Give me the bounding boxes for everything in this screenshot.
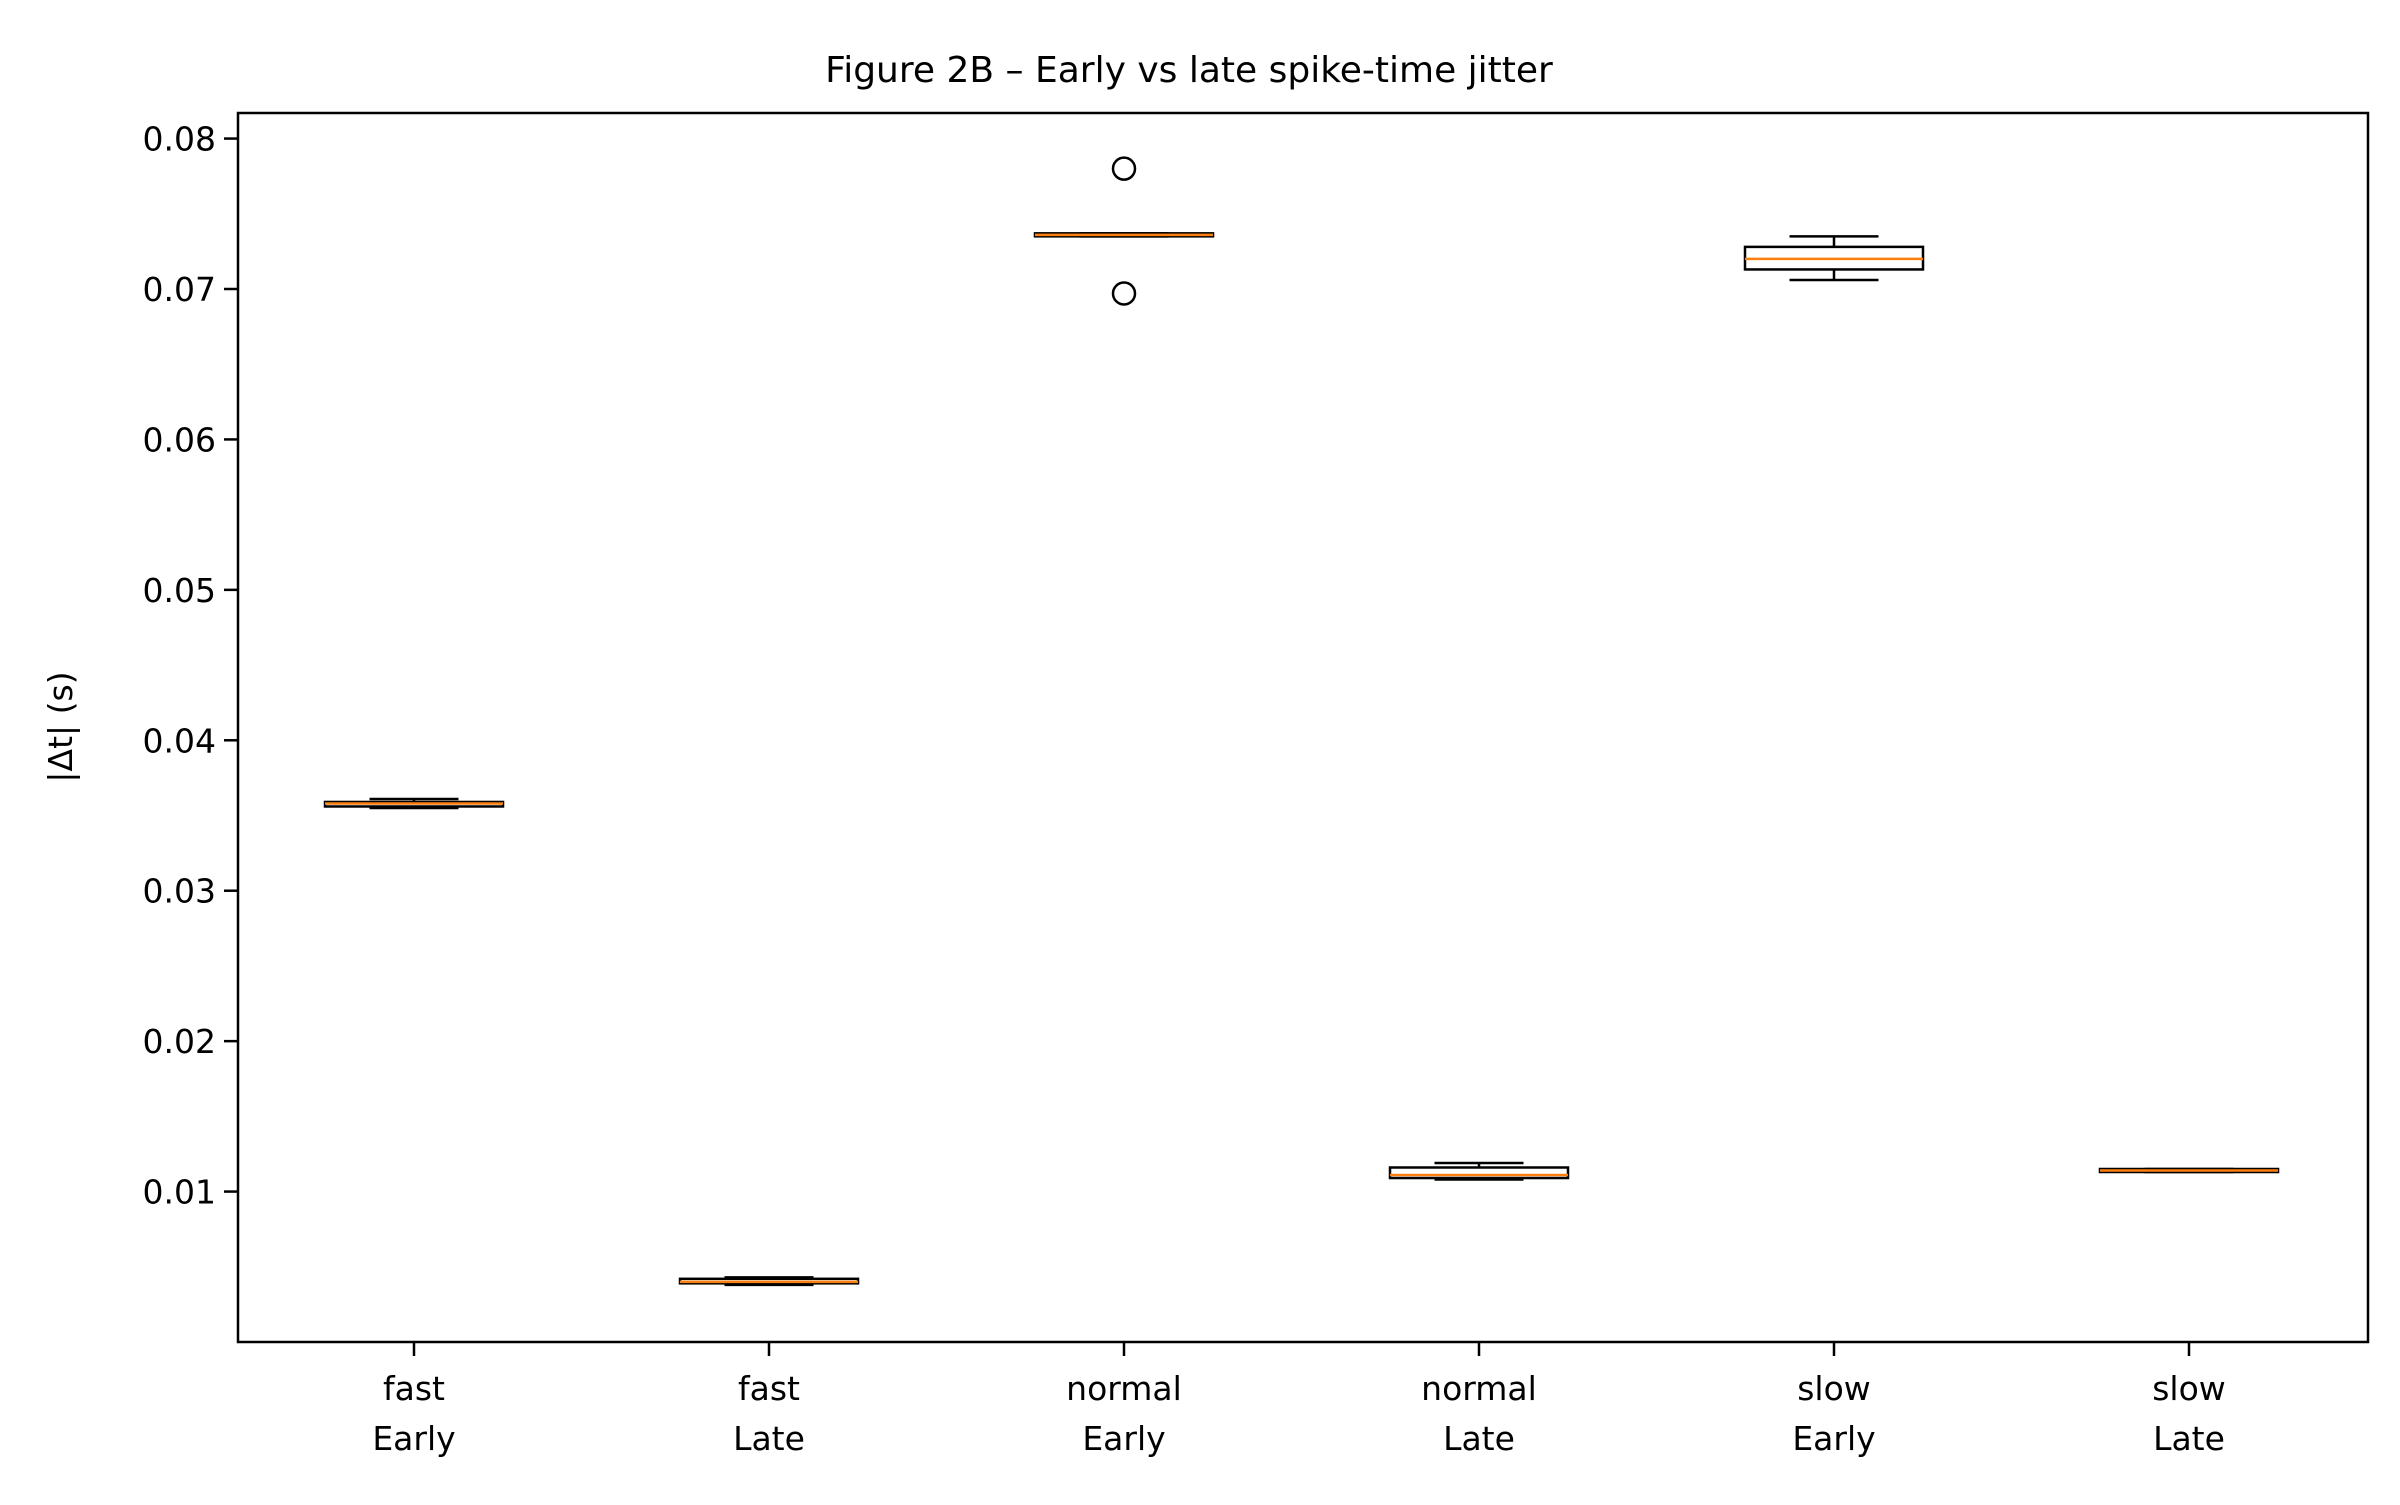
chart-title: Figure 2B – Early vs late spike-time jit… [825,50,1553,91]
y-tick-label: 0.04 [143,721,216,760]
x-tick-label: fast [738,1369,800,1408]
x-tick-label: fast [383,1369,445,1408]
x-tick-label: slow [1797,1369,1871,1408]
x-tick-label: Late [733,1419,805,1458]
x-axis: fast Early fast Late normal Early normal Late sl… [372,1342,2226,1458]
y-tick-label: 0.02 [143,1022,216,1061]
y-axis: 0.01 0.02 0.03 0.04 0.05 0.06 0.07 0.08 [143,120,238,1212]
x-tick-label: slow [2152,1369,2226,1408]
outlier-point [1111,156,1137,181]
box-6 [2098,1167,2280,1174]
x-tick-label: Early [1082,1419,1165,1458]
box-2 [678,1276,860,1287]
x-tick-label: Early [1792,1419,1875,1458]
y-tick-label: 0.05 [143,571,216,610]
x-tick-label: Late [2153,1419,2225,1458]
plot-frame [236,111,2370,1344]
box-5 [1743,235,1925,282]
box-body [1388,1166,1570,1180]
y-tick-label: 0.07 [143,270,216,309]
x-tick-label: Late [1443,1419,1515,1458]
x-tick-label: normal [1066,1369,1182,1408]
y-tick-label: 0.08 [143,120,216,159]
y-tick-label: 0.03 [143,872,216,911]
y-axis-label: |Δt| (s) [41,671,80,782]
plot-area [323,156,2280,1287]
box-3 [1033,156,1215,306]
outlier-point [1111,281,1137,306]
y-tick-label: 0.01 [143,1173,216,1212]
box-4 [1388,1161,1570,1181]
y-tick-label: 0.06 [143,420,216,459]
x-tick-label: Early [372,1419,455,1458]
x-tick-label: normal [1421,1369,1537,1408]
box-1 [323,797,505,810]
